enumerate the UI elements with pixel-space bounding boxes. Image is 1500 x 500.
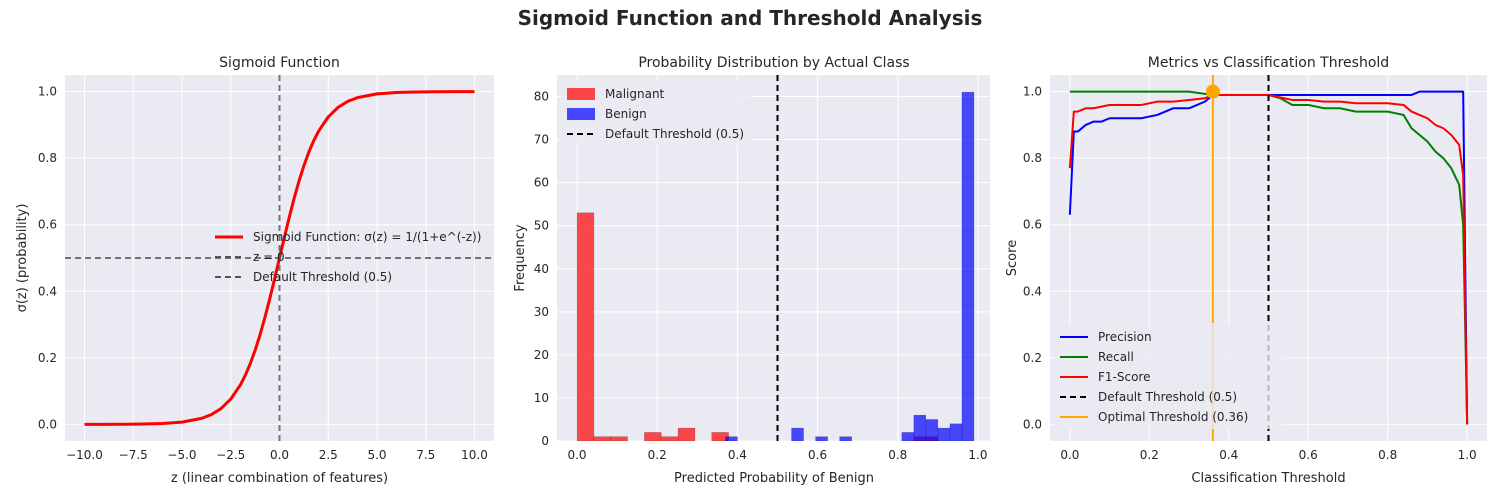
metrics-x-tick-label: 0.2	[1140, 448, 1159, 462]
sigmoid-legend-label: Sigmoid Function: σ(z) = 1/(1+e^(-z))	[253, 230, 481, 244]
histogram-y-tick-label: 50	[534, 219, 549, 233]
metrics-legend-label: Default Threshold (0.5)	[1098, 390, 1237, 404]
histogram-bar-benign	[815, 436, 828, 441]
histogram-bar-benign	[925, 419, 939, 441]
metrics-optimal-marker	[1205, 84, 1220, 99]
sigmoid-x-tick-label: 5.0	[367, 448, 386, 462]
histogram-bar-malignant	[644, 432, 662, 441]
metrics-panel: Metrics vs Classification Threshold Clas…	[1005, 55, 1487, 486]
metrics-x-tick-label: 0.8	[1378, 448, 1397, 462]
metrics-legend-label: Precision	[1098, 330, 1152, 344]
sigmoid-x-tick-label: 10.0	[461, 448, 488, 462]
sigmoid-legend-label: z = 0	[253, 250, 285, 264]
histogram-bar-benign	[961, 91, 975, 441]
sigmoid-x-tick-label: 7.5	[416, 448, 435, 462]
histogram-bar-malignant	[677, 427, 696, 441]
metrics-y-tick-label: 1.0	[1023, 85, 1042, 99]
histogram-y-tick-label: 80	[534, 90, 549, 104]
histogram-x-tick-label: 0.8	[888, 448, 907, 462]
histogram-legend-swatch	[567, 88, 595, 100]
metrics-chart-title: Metrics vs Classification Threshold	[1148, 55, 1389, 71]
histogram-y-tick-label: 40	[534, 262, 549, 276]
histogram-bar-benign	[791, 427, 804, 441]
sigmoid-y-tick-label: 0.2	[38, 351, 57, 365]
histogram-y-tick-label: 70	[534, 133, 549, 147]
histogram-bar-malignant	[610, 436, 628, 441]
sigmoid-y-tick-label: 0.4	[38, 284, 57, 298]
histogram-bar-benign	[949, 423, 963, 441]
metrics-y-tick-label: 0.4	[1023, 284, 1042, 298]
histogram-x-tick-label: 0.0	[567, 448, 586, 462]
histogram-bar-benign	[839, 436, 852, 441]
metrics-x-tick-label: 0.6	[1299, 448, 1318, 462]
sigmoid-panel: Sigmoid Function z (linear combination o…	[15, 55, 494, 486]
sigmoid-y-tick-label: 0.0	[38, 417, 57, 431]
histogram-x-tick-label: 1.0	[968, 448, 987, 462]
metrics-series-line-precision	[1068, 90, 1469, 425]
histogram-bar-benign	[725, 436, 738, 441]
histogram-bar-benign	[913, 414, 927, 441]
metrics-legend-label: Optimal Threshold (0.36)	[1098, 410, 1248, 424]
sigmoid-x-tick-label: −7.5	[119, 448, 148, 462]
metrics-y-tick-label: 0.0	[1023, 417, 1042, 431]
sigmoid-legend: Sigmoid Function: σ(z) = 1/(1+e^(-z)) z =…	[215, 230, 481, 284]
histogram-y-tick-label: 60	[534, 176, 549, 190]
histogram-bar-malignant	[593, 436, 612, 441]
sigmoid-y-tick-label: 0.6	[38, 218, 57, 232]
histogram-legend-label: Default Threshold (0.5)	[605, 127, 744, 141]
sigmoid-x-axis-label: z (linear combination of features)	[171, 471, 388, 486]
histogram-y-axis-label: Frequency	[513, 224, 528, 291]
histogram-y-tick-label: 10	[534, 391, 549, 405]
sigmoid-y-tick-label: 0.8	[38, 151, 57, 165]
metrics-legend: Precision Recall F1-Score Default Threshold…	[1054, 323, 1286, 429]
histogram-panel: Probability Distribution by Actual Class…	[513, 55, 990, 486]
metrics-legend-label: Recall	[1098, 350, 1134, 364]
metrics-x-tick-label: 0.4	[1219, 448, 1238, 462]
histogram-bar-malignant	[576, 212, 595, 441]
histogram-bar-malignant	[660, 436, 679, 441]
histogram-legend-label: Benign	[605, 107, 647, 121]
metrics-y-tick-label: 0.8	[1023, 151, 1042, 165]
metrics-y-axis-label: Score	[1005, 240, 1020, 276]
sigmoid-x-tick-label: 2.5	[319, 448, 338, 462]
metrics-x-tick-label: 1.0	[1458, 448, 1477, 462]
histogram-x-tick-label: 0.6	[808, 448, 827, 462]
histogram-chart-title: Probability Distribution by Actual Class	[638, 55, 909, 71]
metrics-series-line-f1-score	[1068, 93, 1469, 425]
histogram-bar-benign	[901, 432, 915, 441]
histogram-legend: Malignant Benign Default Threshold (0.5)	[561, 80, 751, 146]
metrics-legend-frame	[1054, 323, 1286, 429]
sigmoid-x-tick-label: −10.0	[66, 448, 103, 462]
histogram-bar-benign	[937, 427, 951, 441]
sigmoid-x-tick-label: −2.5	[216, 448, 245, 462]
metrics-y-tick-label: 0.2	[1023, 351, 1042, 365]
histogram-x-tick-label: 0.2	[648, 448, 667, 462]
sigmoid-x-tick-label: 0.0	[270, 448, 289, 462]
histogram-y-tick-label: 30	[534, 305, 549, 319]
histogram-y-tick-label: 0	[541, 434, 549, 448]
sigmoid-x-tick-label: −5.0	[167, 448, 196, 462]
sigmoid-legend-label: Default Threshold (0.5)	[253, 270, 392, 284]
sigmoid-y-tick-label: 1.0	[38, 85, 57, 99]
metrics-legend-label: F1-Score	[1098, 370, 1150, 384]
metrics-x-tick-label: 0.0	[1060, 448, 1079, 462]
sigmoid-chart-title: Sigmoid Function	[219, 55, 340, 71]
histogram-x-tick-label: 0.4	[728, 448, 747, 462]
histogram-x-axis-label: Predicted Probability of Benign	[674, 471, 874, 486]
histogram-y-tick-label: 20	[534, 348, 549, 362]
metrics-y-tick-label: 0.6	[1023, 218, 1042, 232]
metrics-x-axis-label: Classification Threshold	[1191, 471, 1345, 486]
figure-title: Sigmoid Function and Threshold Analysis	[518, 6, 983, 30]
histogram-legend-label: Malignant	[605, 87, 665, 101]
histogram-legend-swatch	[567, 108, 595, 120]
sigmoid-y-axis-label: σ(z) (probability)	[15, 204, 30, 313]
